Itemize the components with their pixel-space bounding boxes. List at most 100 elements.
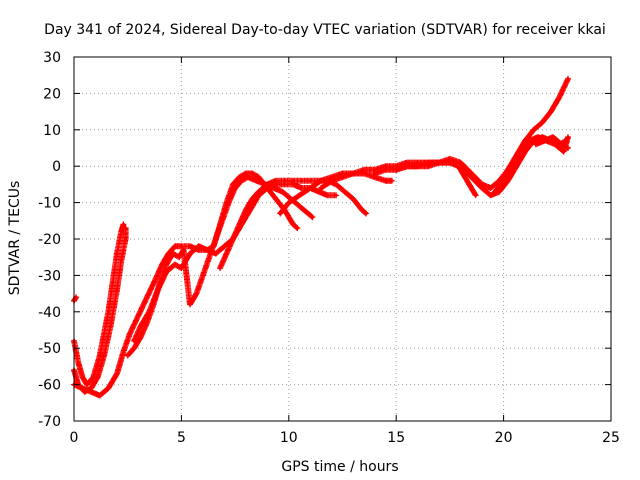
data-point xyxy=(340,175,345,179)
data-point xyxy=(201,273,205,277)
data-point xyxy=(124,226,128,230)
data-point xyxy=(278,211,282,216)
data-point xyxy=(300,179,304,183)
data-point xyxy=(98,393,102,398)
data-point xyxy=(173,244,177,248)
data-point xyxy=(325,193,330,197)
data-point xyxy=(102,332,106,336)
data-point xyxy=(459,164,463,168)
data-point xyxy=(319,179,323,183)
data-point xyxy=(164,270,168,274)
data-point xyxy=(218,266,222,270)
data-point xyxy=(207,255,211,259)
data-point xyxy=(549,110,553,114)
data-point xyxy=(527,139,532,143)
data-point xyxy=(351,171,355,176)
data-point xyxy=(194,292,198,296)
data-point xyxy=(250,197,254,201)
x-tick-label: 10 xyxy=(280,430,298,446)
data-point xyxy=(220,219,224,223)
data-point xyxy=(106,310,110,314)
y-tick-label: -30 xyxy=(38,268,61,284)
data-point xyxy=(265,182,269,186)
data-point xyxy=(405,164,409,168)
x-tick-label: 0 xyxy=(70,430,79,446)
y-tick-label: -40 xyxy=(38,305,61,321)
data-point xyxy=(394,168,398,172)
data-point xyxy=(231,237,235,241)
data-point xyxy=(306,211,310,216)
data-point xyxy=(308,179,312,183)
data-point xyxy=(98,353,102,358)
y-tick-label: -50 xyxy=(38,341,61,357)
x-axis-label: GPS time / hours xyxy=(281,459,398,475)
data-point xyxy=(274,179,278,183)
data-point xyxy=(560,142,564,146)
data-point xyxy=(173,262,177,267)
data-point xyxy=(383,179,388,183)
data-point xyxy=(493,190,497,194)
data-point xyxy=(124,237,128,241)
data-point xyxy=(214,237,218,241)
x-axis: 0 5 10 15 20 25 xyxy=(70,57,620,446)
data-point xyxy=(132,339,136,343)
data-point xyxy=(317,190,321,194)
data-point xyxy=(330,179,334,183)
data-point xyxy=(115,252,119,256)
data-point xyxy=(534,142,538,146)
data-point xyxy=(297,193,302,197)
data-point xyxy=(463,175,467,179)
data-point xyxy=(280,190,284,194)
data-point xyxy=(437,161,441,165)
data-point xyxy=(502,179,506,183)
data-point xyxy=(291,179,295,183)
data-point xyxy=(237,222,241,226)
data-point xyxy=(297,204,302,208)
data-point xyxy=(542,139,547,143)
data-point xyxy=(310,215,314,219)
y-tick-label: 10 xyxy=(43,123,61,139)
data-point xyxy=(115,288,119,292)
y-tick-label: 20 xyxy=(43,86,61,102)
data-point xyxy=(222,244,226,248)
data-point xyxy=(121,350,125,354)
data-point xyxy=(119,259,123,263)
data-point xyxy=(282,179,287,183)
data-point xyxy=(383,168,388,172)
data-point xyxy=(145,295,149,299)
data-point xyxy=(139,335,143,339)
data-point xyxy=(177,255,181,259)
data-point xyxy=(343,190,347,194)
data-point xyxy=(205,248,209,252)
data-point xyxy=(227,201,231,205)
data-point xyxy=(566,146,570,150)
data-point xyxy=(257,190,261,194)
data-point xyxy=(121,222,125,226)
series-track-13 xyxy=(532,134,571,151)
data-point xyxy=(566,135,570,139)
data-point xyxy=(237,175,241,179)
data-point xyxy=(154,277,158,281)
data-point xyxy=(164,262,168,267)
data-point xyxy=(295,226,299,230)
data-point xyxy=(489,186,493,190)
data-point xyxy=(291,222,295,226)
data-point xyxy=(300,186,304,190)
data-point xyxy=(244,171,248,176)
data-point xyxy=(553,142,557,146)
data-point xyxy=(540,120,544,125)
data-point xyxy=(74,295,78,299)
y-axis-label: SDTVAR / TECUs xyxy=(7,181,23,296)
data-point xyxy=(416,164,420,168)
data-point xyxy=(308,186,312,190)
chart-title: Day 341 of 2024, Sidereal Day-to-day VTE… xyxy=(44,22,606,38)
data-point xyxy=(390,179,394,183)
data-point xyxy=(128,332,132,336)
data-point xyxy=(132,346,136,350)
data-point xyxy=(119,230,123,234)
data-point xyxy=(474,193,478,197)
data-point xyxy=(334,182,338,186)
series-layer xyxy=(71,75,571,399)
data-point xyxy=(181,248,186,252)
